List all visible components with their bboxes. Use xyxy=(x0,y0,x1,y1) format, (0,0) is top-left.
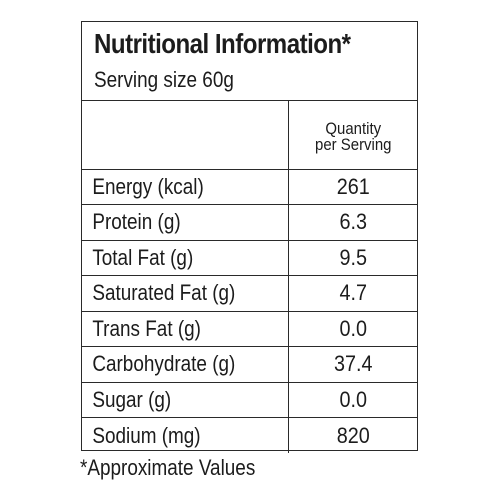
column-header-quantity: Quantity per Serving xyxy=(314,118,392,154)
nutrient-value: 6.3 xyxy=(338,209,367,235)
nutrient-value: 37.4 xyxy=(333,351,373,377)
table-row: Trans Fat (g) 0.0 xyxy=(82,311,417,347)
table-row: Saturated Fat (g) 4.7 xyxy=(82,275,417,312)
serving-size: Serving size 60g xyxy=(94,67,234,92)
title-block: Nutritional Information* Serving size 60… xyxy=(82,22,417,101)
nutrient-label: Trans Fat (g) xyxy=(92,315,201,341)
nutrient-value: 4.7 xyxy=(338,280,367,306)
nutrition-facts-panel: Nutritional Information* Serving size 60… xyxy=(81,21,418,453)
table-header-row: Quantity per Serving xyxy=(82,101,417,170)
nutrient-label: Carbohydrate (g) xyxy=(92,351,236,377)
nutrient-value: 820 xyxy=(336,422,370,448)
nutrient-value: 9.5 xyxy=(338,244,367,270)
nutrient-label: Protein (g) xyxy=(92,209,181,235)
nutrient-label: Saturated Fat (g) xyxy=(92,280,236,306)
table-row: Sugar (g) 0.0 xyxy=(82,382,417,418)
nutrient-label: Energy (kcal) xyxy=(92,173,204,199)
footnote: *Approximate Values xyxy=(80,455,256,480)
header-quantity-cell: Quantity per Serving xyxy=(288,101,417,170)
table-row: Sodium (mg) 820 xyxy=(82,417,417,453)
table-row: Protein (g) 6.3 xyxy=(82,204,417,241)
header-blank-cell xyxy=(82,101,289,170)
table-row: Energy (kcal) 261 xyxy=(82,169,417,205)
nutrition-table: Quantity per Serving Energy (kcal) 261 P… xyxy=(82,101,417,453)
nutrient-value: 0.0 xyxy=(338,315,367,341)
table-row: Total Fat (g) 9.5 xyxy=(82,240,417,276)
nutrient-label: Sodium (mg) xyxy=(92,422,201,448)
nutrient-label: Total Fat (g) xyxy=(92,244,194,270)
table-row: Carbohydrate (g) 37.4 xyxy=(82,346,417,383)
nutrient-value: 0.0 xyxy=(338,386,367,412)
nutrient-value: 261 xyxy=(336,173,370,199)
panel-title: Nutritional Information* xyxy=(94,28,351,59)
nutrient-label: Sugar (g) xyxy=(92,386,172,412)
